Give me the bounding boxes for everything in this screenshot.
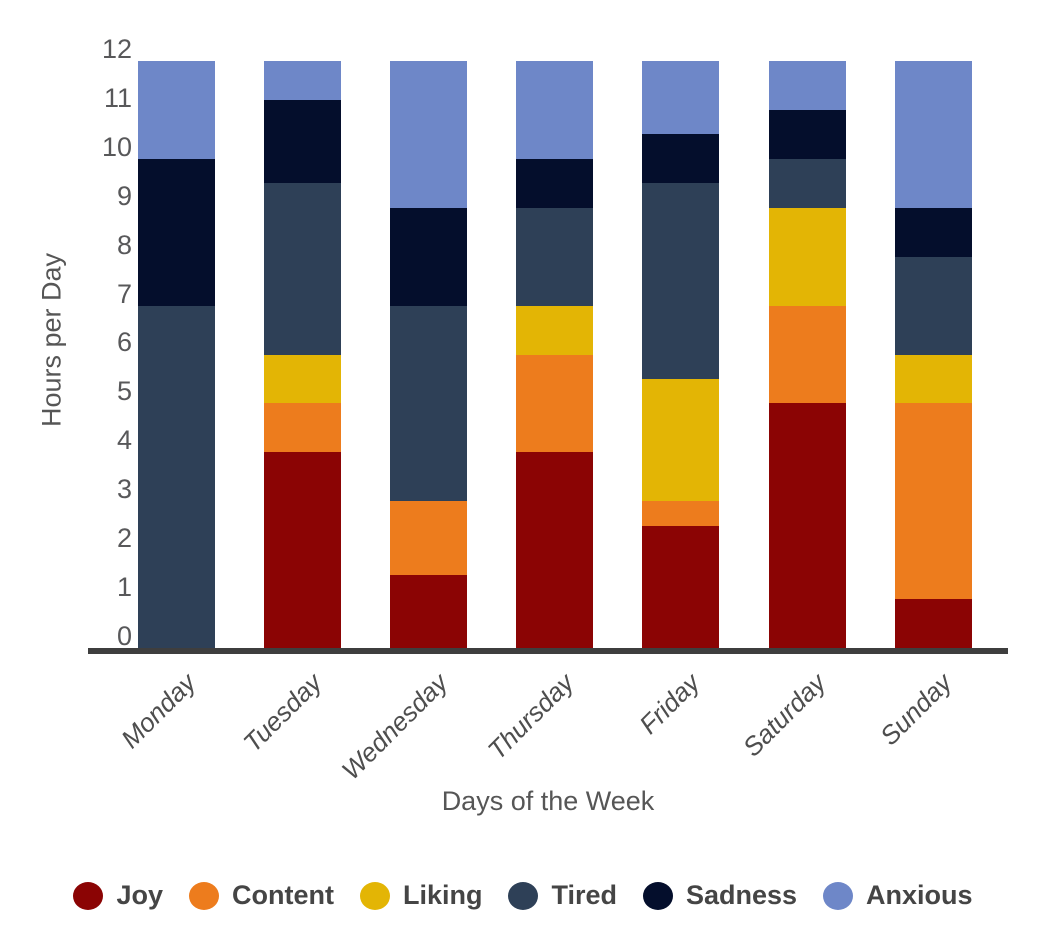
x-axis-line [88,648,1008,654]
bar-segment-sadness-friday[interactable] [642,134,720,184]
bar-segment-anxious-tuesday[interactable] [264,61,342,101]
bar-segment-liking-thursday[interactable] [516,305,594,355]
bar-monday [138,60,215,648]
bar-segment-tired-sunday[interactable] [894,256,972,355]
bar-segment-anxious-saturday[interactable] [768,61,846,110]
bar-segment-liking-sunday[interactable] [894,354,972,404]
y-tick-label: 0 [116,621,132,651]
bar-segment-sadness-wednesday[interactable] [390,207,468,306]
bar-segment-liking-friday[interactable] [642,378,720,502]
bar-segment-anxious-wednesday[interactable] [390,61,468,208]
legend-label: Content [231,880,334,910]
bar-friday [642,61,720,648]
bar-segment-content-tuesday[interactable] [264,403,342,453]
bar-tuesday [264,61,342,648]
bar-segment-joy-sunday[interactable] [894,599,972,648]
bar-segment-joy-wednesday[interactable] [390,574,468,648]
legend-item-content[interactable]: Content [188,880,334,911]
y-tick-label: 9 [116,180,132,211]
bar-segment-tired-friday[interactable] [642,183,720,379]
legend-swatch-icon [508,881,539,910]
bar-segment-tired-monday[interactable] [138,305,215,648]
legend-label: Anxious [866,880,973,910]
bar-segment-tired-saturday[interactable] [768,158,846,208]
bar-segment-liking-tuesday[interactable] [264,354,342,404]
bar-segment-joy-tuesday[interactable] [264,452,342,648]
bar-segment-tired-thursday[interactable] [516,207,594,306]
y-tick-label: 6 [116,327,132,358]
bar-segment-content-friday[interactable] [642,501,720,526]
bar-segment-anxious-monday[interactable] [138,60,215,159]
legend-swatch-icon [73,881,104,910]
bar-segment-joy-saturday[interactable] [768,403,846,648]
bar-segment-tired-tuesday[interactable] [264,183,342,355]
y-tick-label: 2 [116,523,132,554]
bar-wednesday [390,61,468,648]
bar-segment-content-saturday[interactable] [768,305,846,404]
bar-segment-content-wednesday[interactable] [390,501,468,575]
legend-swatch-icon [188,881,219,910]
y-tick-label: 12 [101,33,132,64]
x-axis-title: Days of the Week [441,786,655,816]
bar-segment-tired-wednesday[interactable] [390,305,468,502]
y-tick-label: 11 [103,82,132,113]
bar-segment-sadness-tuesday[interactable] [264,100,342,184]
legend: Joy Content Liking Tired Sadness Anxious [0,880,1046,911]
bar-segment-anxious-friday[interactable] [642,61,720,135]
legend-label: Liking [402,880,483,910]
bar-segment-joy-friday[interactable] [642,525,720,648]
bar-segment-sadness-thursday[interactable] [516,158,594,208]
bar-segment-content-sunday[interactable] [894,403,972,600]
legend-item-sadness[interactable]: Sadness [642,880,798,911]
y-tick-label: 7 [116,278,132,309]
bar-saturday [768,61,846,648]
y-tick-label: 5 [116,376,132,407]
legend-label: Sadness [685,880,798,910]
legend-item-joy[interactable]: Joy [73,880,163,911]
y-tick-label: 8 [116,229,132,260]
y-tick-label: 4 [116,425,132,456]
bar-segment-liking-saturday[interactable] [768,207,846,306]
y-tick-label: 3 [116,474,132,505]
y-tick-label: 10 [101,131,132,162]
bar-thursday [516,61,594,648]
legend-label: Tired [551,880,617,910]
bar-segment-joy-thursday[interactable] [516,452,594,648]
bar-segment-sadness-saturday[interactable] [768,109,846,159]
legend-item-liking[interactable]: Liking [359,880,483,911]
legend-item-tired[interactable]: Tired [508,880,617,911]
legend-swatch-icon [359,881,390,910]
legend-swatch-icon [823,881,854,910]
legend-item-anxious[interactable]: Anxious [823,880,973,911]
bar-segment-anxious-thursday[interactable] [516,61,594,159]
y-tick-label: 1 [116,572,132,603]
bar-segment-content-thursday[interactable] [516,354,594,453]
bar-sunday [894,61,972,648]
legend-swatch-icon [642,881,673,910]
bar-segment-sadness-monday[interactable] [138,158,215,306]
bar-segment-sadness-sunday[interactable] [894,207,972,257]
bar-segment-anxious-sunday[interactable] [894,61,972,208]
legend-label: Joy [116,880,163,910]
